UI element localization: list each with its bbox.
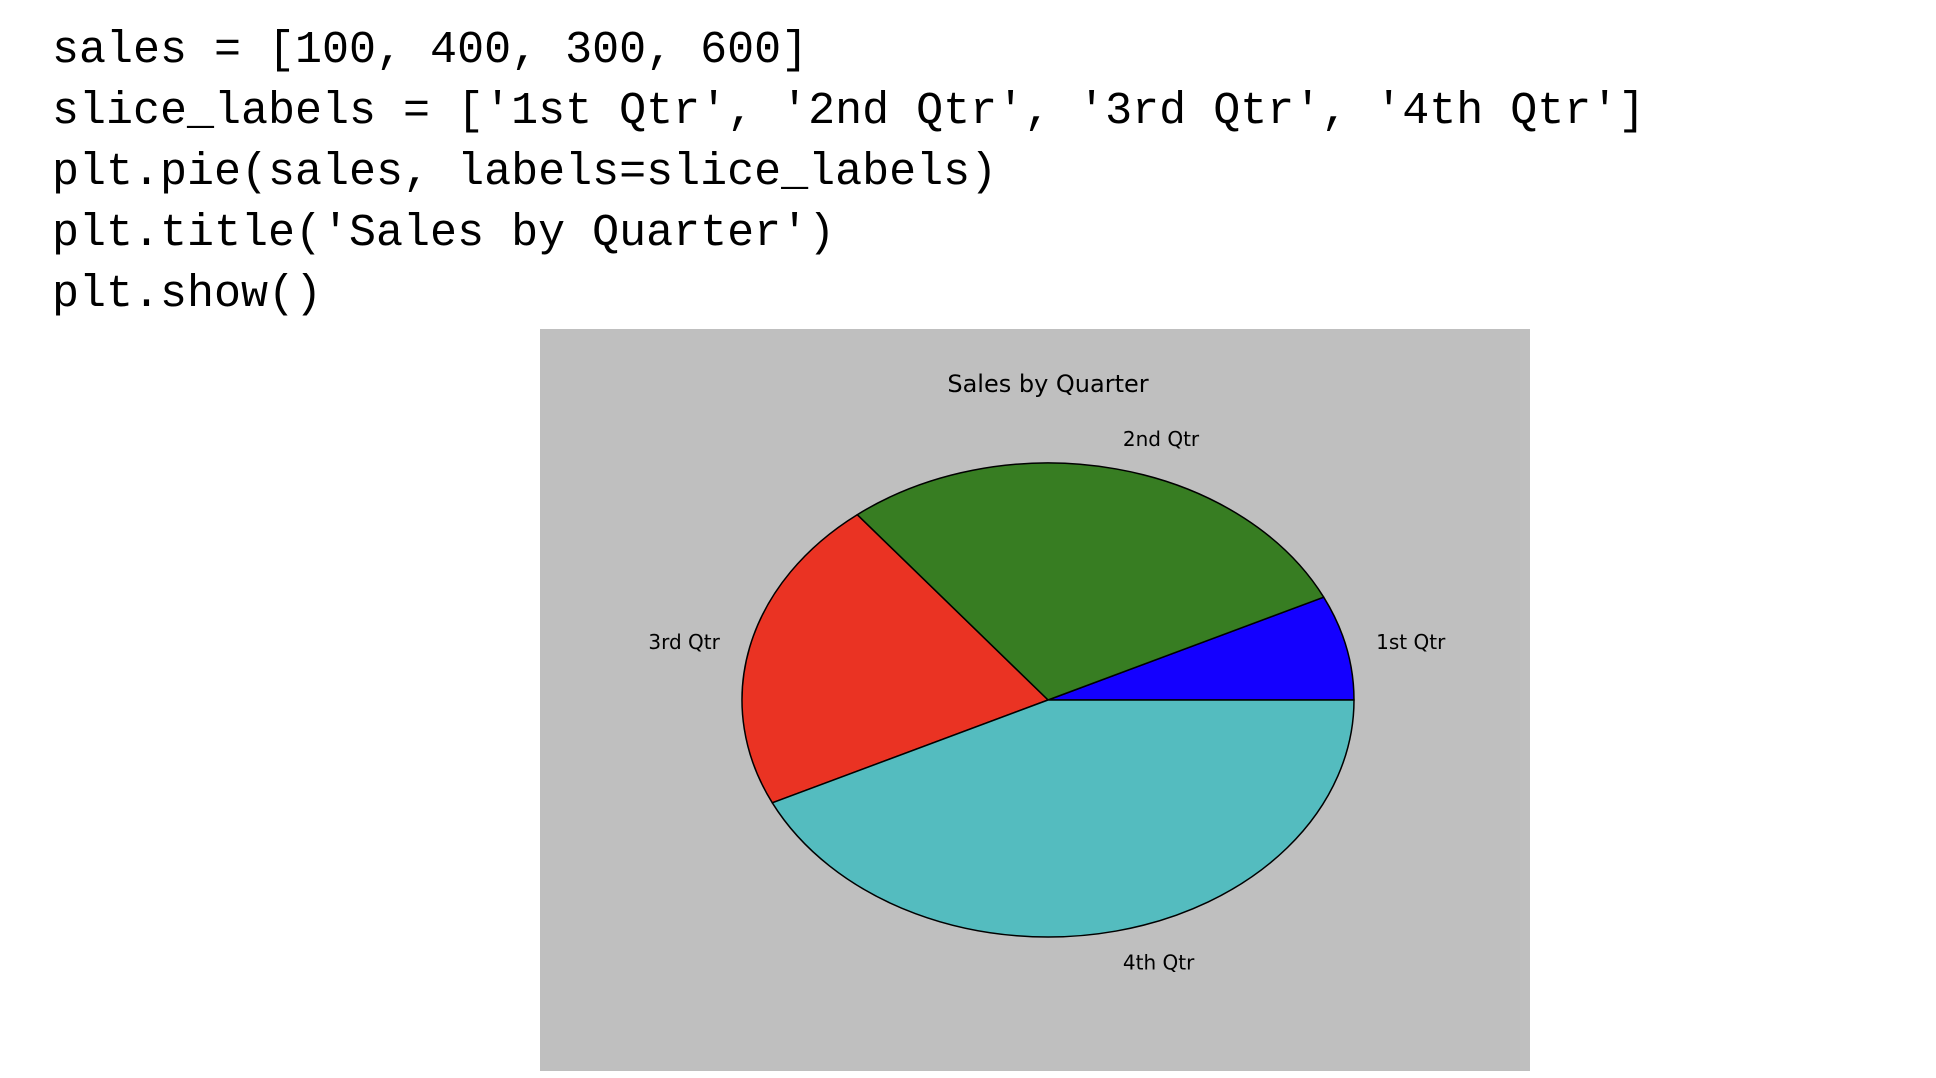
- slice-label-4th-qtr: 4th Qtr: [1123, 950, 1195, 974]
- code-block: sales = [100, 400, 300, 600] slice_labels…: [52, 20, 1645, 325]
- pie-slice-1st-qtr: [1047, 596, 1355, 701]
- pie-chart: Sales by Quarter 1st Qtr 2nd Qtr 3rd Qtr 4t…: [540, 329, 1530, 1071]
- pie-slice-4th-qtr: [771, 699, 1355, 938]
- chart-title: Sales by Quarter: [947, 370, 1148, 398]
- code-line-pie-call: plt.pie(sales, labels=slice_labels): [52, 147, 998, 198]
- pie-slice-2nd-qtr: [856, 462, 1325, 701]
- pie-chart-figure: Sales by Quarter 1st Qtr 2nd Qtr 3rd Qtr 4t…: [540, 329, 1530, 1071]
- code-line-title-call: plt.title('Sales by Quarter'): [52, 208, 836, 259]
- slice-label-3rd-qtr: 3rd Qtr: [648, 630, 720, 654]
- code-line-sales: sales = [100, 400, 300, 600]: [52, 25, 809, 76]
- code-line-show-call: plt.show(): [52, 269, 323, 320]
- code-line-slice-labels: slice_labels = ['1st Qtr', '2nd Qtr', '3…: [52, 86, 1646, 137]
- slice-label-1st-qtr: 1st Qtr: [1376, 630, 1446, 654]
- slice-label-2nd-qtr: 2nd Qtr: [1123, 427, 1200, 451]
- pie-slice-3rd-qtr: [741, 513, 1049, 804]
